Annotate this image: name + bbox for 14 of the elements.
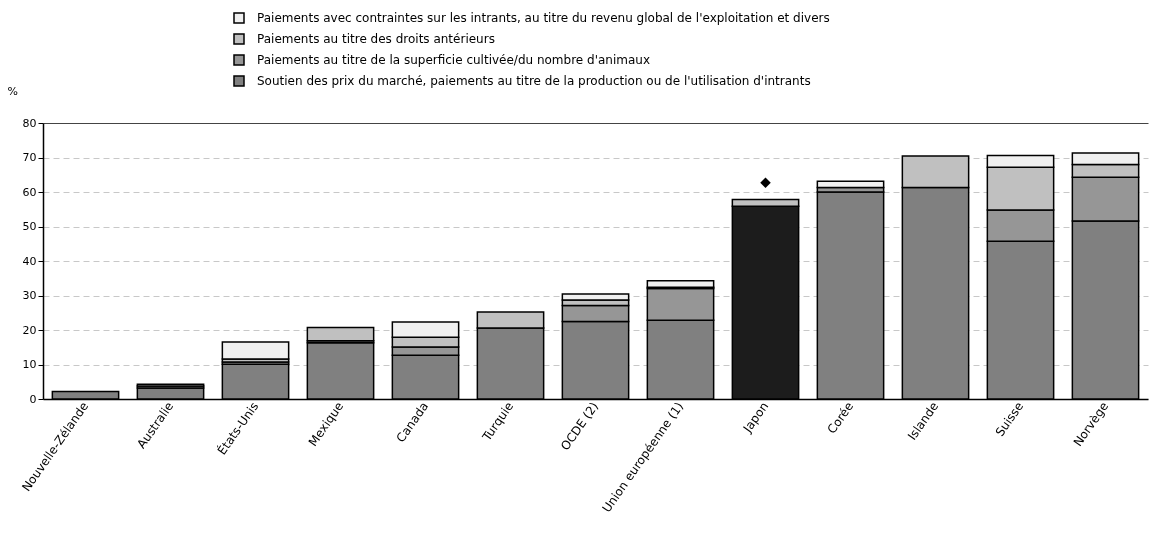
legend-label: Soutien des prix du marché, paiements au titre de la production ou de l'utilisation d'intrants bbox=[257, 74, 811, 88]
y-tick-label: 0 bbox=[29, 392, 37, 406]
y-tick-label: 50 bbox=[22, 220, 37, 233]
y-tick-label: 30 bbox=[22, 289, 37, 302]
legend-label: Paiements au titre de la superficie cultivée/du nombre d'animaux bbox=[257, 53, 650, 67]
y-tick-label: 80 bbox=[22, 116, 37, 130]
y-tick-label: 10 bbox=[22, 358, 37, 371]
y-tick-label: 70 bbox=[22, 151, 37, 164]
legend-label: Paiements au titre des droits antérieurs bbox=[257, 32, 495, 46]
legend-label: Paiements avec contraintes sur les intrants, au titre du revenu global de l'exploitation et divers bbox=[257, 11, 830, 25]
y-tick-label: 40 bbox=[22, 254, 37, 268]
y-tick-label: 60 bbox=[22, 185, 37, 199]
y-tick-label: 20 bbox=[22, 323, 37, 337]
y-axis-title: % bbox=[7, 84, 18, 98]
